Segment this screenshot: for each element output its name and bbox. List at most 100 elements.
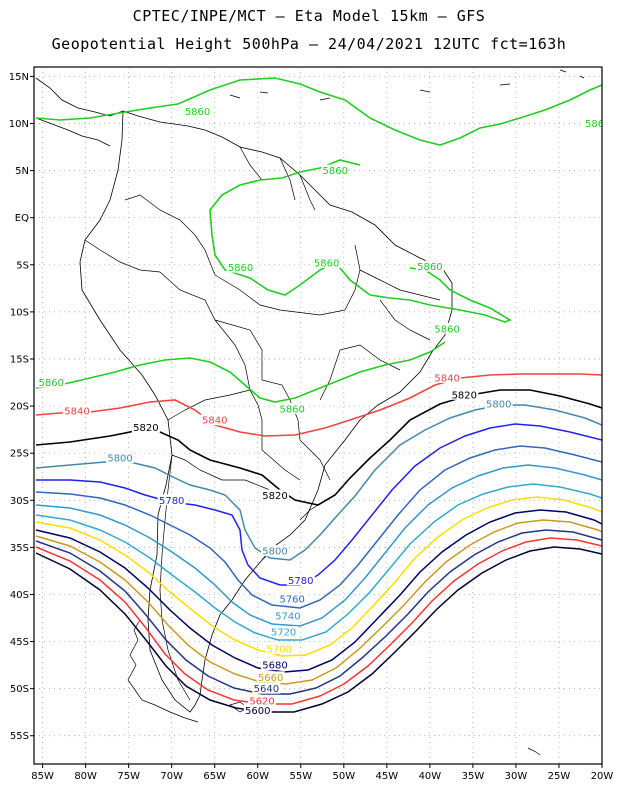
lat-tick-label: 55S	[10, 731, 29, 742]
contour-label-5840: 5840	[434, 373, 459, 384]
contour-5600	[35, 546, 602, 713]
south-georgia	[527, 747, 541, 756]
lat-tick-label: 20S	[10, 402, 29, 413]
contour-label-5860: 5860	[279, 404, 304, 415]
contour-label-5860: 5860	[185, 107, 210, 118]
lon-tick-label: 55W	[289, 771, 312, 782]
contour-labels: 5860 5860 5860 5860 5860 5860 5860 5860 5860 5840…	[37, 105, 610, 717]
contour-label-5840: 5840	[64, 406, 89, 417]
contour-label-5840: 5840	[202, 416, 227, 427]
lon-tick-label: 45W	[376, 771, 399, 782]
contour-label-bg	[183, 105, 212, 117]
lon-tick-label: 70W	[160, 771, 183, 782]
lat-tick-label: 45S	[10, 637, 29, 648]
contour-label-bg	[415, 260, 444, 272]
chilean-archipelago	[127, 619, 199, 723]
contour-label-5680: 5680	[262, 661, 287, 672]
lon-tick-label: 40W	[419, 771, 442, 782]
caribbean-islands	[229, 69, 585, 101]
contour-5740	[35, 464, 602, 627]
contour-label-bg	[226, 261, 255, 273]
contour-label-bg	[433, 322, 462, 334]
contour-5760	[35, 445, 602, 609]
contour-label-bg	[157, 494, 186, 506]
lon-tick-label: 60W	[246, 771, 269, 782]
contour-label-bg	[256, 671, 285, 683]
axis-ticks: 15N 10N 5N EQ 5S 10S 15S 20S 25S 30S 35S 40S 45S 50S 5…	[9, 72, 614, 782]
contour-label-5780: 5780	[288, 576, 313, 587]
contour-5820	[35, 389, 602, 506]
contour-label-5820: 5820	[262, 491, 287, 502]
contour-label-5620: 5620	[249, 696, 274, 707]
contour-label-bg	[248, 694, 277, 706]
contour-label-5860: 5860	[322, 166, 347, 177]
contour-5680	[35, 509, 602, 673]
contour-label-bg	[37, 376, 66, 388]
contour-label-bg	[433, 371, 462, 383]
contour-label-5660: 5660	[258, 673, 283, 684]
contour-label-5740: 5740	[275, 612, 300, 623]
contour-label-5860: 5860	[434, 324, 459, 335]
contour-label-bg	[243, 704, 272, 716]
map-frame	[33, 66, 603, 765]
contour-label-5860: 5860	[38, 378, 63, 389]
contour-label-5720: 5720	[271, 628, 296, 639]
lon-tick-label: 85W	[31, 771, 54, 782]
lat-tick-label: 15S	[10, 354, 29, 365]
contour-label-bg	[200, 414, 229, 426]
lat-tick-label: 50S	[10, 684, 29, 695]
lat-tick-label: EQ	[15, 213, 29, 224]
contour-label-5640: 5640	[254, 684, 279, 695]
lon-tick-label: 35W	[462, 771, 485, 782]
contour-label-bg	[312, 256, 341, 268]
contour-5840	[35, 373, 602, 437]
contour-label-bg	[265, 643, 294, 655]
contour-label-bg	[273, 610, 302, 622]
contour-label-bg	[484, 398, 513, 410]
contour-label-bg	[131, 421, 160, 433]
contour-label-5800: 5800	[107, 453, 132, 464]
lon-tick-label: 20W	[591, 771, 614, 782]
lon-tick-label: 50W	[333, 771, 356, 782]
contour-label-5780: 5780	[159, 496, 184, 507]
contour-5860-south	[35, 341, 446, 403]
lon-tick-label: 65W	[203, 771, 226, 782]
country-borders	[84, 146, 441, 491]
contour-label-5860: 5860	[417, 262, 442, 273]
contour-label-bg	[106, 451, 135, 463]
contour-label-5800: 5800	[262, 547, 287, 558]
contour-label-bg	[260, 489, 289, 501]
contour-5720	[35, 483, 602, 641]
lon-tick-label: 25W	[548, 771, 571, 782]
lat-tick-label: 30S	[10, 496, 29, 507]
contour-label-bg	[63, 404, 92, 416]
contour-label-bg	[321, 164, 350, 176]
map-background	[34, 67, 602, 764]
contour-label-bg	[286, 574, 315, 586]
lat-tick-label: 25S	[10, 449, 29, 460]
lat-tick-label: 40S	[10, 590, 29, 601]
lat-tick-label: 5N	[15, 166, 29, 177]
contour-label-5860: 5860	[228, 263, 253, 274]
contour-label-5700: 5700	[267, 645, 292, 656]
lat-tick-label: 15N	[9, 72, 29, 83]
contour-label-5860: 5860	[585, 119, 610, 130]
contour-label-bg	[252, 682, 281, 694]
contour-label-bg	[278, 593, 307, 605]
contour-5860-north	[35, 77, 602, 146]
contour-label-bg	[260, 545, 289, 557]
contour-label-5860: 5860	[314, 258, 339, 269]
contour-label-5820: 5820	[133, 423, 158, 434]
contour-label-bg	[278, 402, 307, 414]
lat-tick-label: 10N	[9, 119, 29, 130]
contour-5620	[35, 537, 602, 705]
contour-5640	[35, 529, 602, 695]
contour-5660	[35, 519, 602, 685]
contour-5700	[35, 496, 602, 657]
contour-label-bg	[269, 626, 298, 638]
lon-tick-label: 30W	[505, 771, 528, 782]
contour-label-5800: 5800	[486, 400, 511, 411]
map-subtitle: Geopotential Height 500hPa – 24/04/2021 …	[51, 35, 567, 53]
central-america-coastline	[35, 77, 124, 147]
